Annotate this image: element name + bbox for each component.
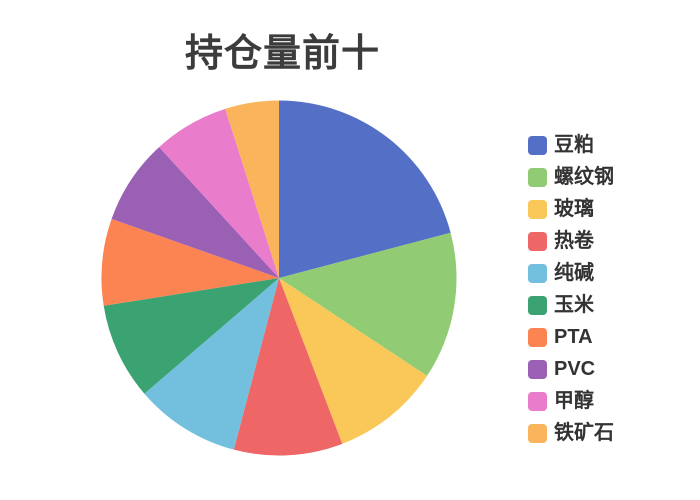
legend-item-3[interactable]: 热卷 — [528, 225, 614, 257]
legend-item-8[interactable]: 甲醇 — [528, 385, 614, 417]
legend-item-label: 纯碱 — [554, 262, 594, 284]
pie-slice-1[interactable] — [279, 232, 457, 376]
legend-swatch-icon — [528, 391, 547, 411]
legend: 豆粕螺纹钢玻璃热卷纯碱玉米 PTA PVC 甲醇铁矿石 — [528, 129, 614, 449]
legend-item-label: 玻璃 — [554, 198, 594, 220]
legend-item-label: 甲醇 — [554, 390, 594, 412]
legend-item-6[interactable]: PTA — [528, 321, 614, 353]
legend-item-label: PVC — [554, 358, 596, 380]
legend-item-1[interactable]: 螺纹钢 — [528, 161, 614, 193]
legend-swatch-icon — [528, 263, 547, 283]
legend-swatch-icon — [528, 423, 547, 443]
legend-item-label: 玉米 — [554, 294, 594, 316]
legend-swatch-icon — [528, 135, 547, 155]
pie-slice-8[interactable] — [159, 108, 279, 278]
legend-swatch-icon — [528, 295, 547, 315]
legend-item-7[interactable]: PVC — [528, 353, 614, 385]
legend-swatch-icon — [528, 167, 547, 187]
legend-swatch-icon — [528, 359, 547, 379]
legend-item-0[interactable]: 豆粕 — [528, 129, 614, 161]
legend-item-label: 铁矿石 — [554, 422, 614, 444]
pie-slice-3[interactable] — [233, 278, 343, 456]
chart-title: 持仓量前十 — [184, 33, 380, 75]
legend-item-2[interactable]: 玻璃 — [528, 193, 614, 225]
pie-chart — [101, 100, 457, 456]
legend-item-4[interactable]: 纯碱 — [528, 257, 614, 289]
pie-slice-5[interactable] — [103, 278, 279, 394]
pie-slice-2[interactable] — [279, 278, 428, 444]
pie-slice-7[interactable] — [111, 147, 280, 278]
legend-item-label: 豆粕 — [554, 134, 594, 156]
pie-slice-9[interactable] — [225, 100, 279, 279]
legend-item-label: 热卷 — [554, 230, 594, 252]
pie-slice-0[interactable] — [279, 100, 451, 279]
pie-slice-6[interactable] — [101, 218, 279, 306]
legend-item-5[interactable]: 玉米 — [528, 289, 614, 321]
pie-slice-4[interactable] — [144, 278, 279, 450]
legend-swatch-icon — [528, 327, 547, 347]
legend-item-label: 螺纹钢 — [554, 166, 614, 188]
legend-swatch-icon — [528, 199, 547, 219]
legend-swatch-icon — [528, 231, 547, 251]
legend-item-9[interactable]: 铁矿石 — [528, 417, 614, 449]
legend-item-label: PTA — [554, 326, 593, 348]
